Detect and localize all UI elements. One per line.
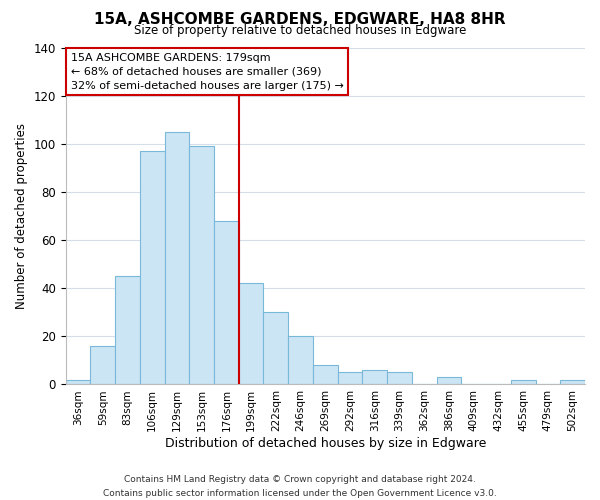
Bar bbox=[560, 380, 585, 384]
Bar bbox=[239, 284, 263, 384]
Bar bbox=[288, 336, 313, 384]
Bar bbox=[511, 380, 536, 384]
Bar bbox=[115, 276, 140, 384]
Bar bbox=[437, 377, 461, 384]
Bar bbox=[338, 372, 362, 384]
Bar bbox=[362, 370, 387, 384]
Y-axis label: Number of detached properties: Number of detached properties bbox=[15, 123, 28, 309]
Text: 15A ASHCOMBE GARDENS: 179sqm
← 68% of detached houses are smaller (369)
32% of s: 15A ASHCOMBE GARDENS: 179sqm ← 68% of de… bbox=[71, 52, 344, 90]
Text: Contains HM Land Registry data © Crown copyright and database right 2024.
Contai: Contains HM Land Registry data © Crown c… bbox=[103, 476, 497, 498]
Text: Size of property relative to detached houses in Edgware: Size of property relative to detached ho… bbox=[134, 24, 466, 37]
Text: 15A, ASHCOMBE GARDENS, EDGWARE, HA8 8HR: 15A, ASHCOMBE GARDENS, EDGWARE, HA8 8HR bbox=[94, 12, 506, 28]
Bar bbox=[387, 372, 412, 384]
Bar bbox=[263, 312, 288, 384]
Bar bbox=[313, 365, 338, 384]
Bar bbox=[91, 346, 115, 385]
Bar bbox=[214, 221, 239, 384]
X-axis label: Distribution of detached houses by size in Edgware: Distribution of detached houses by size … bbox=[164, 437, 486, 450]
Bar bbox=[164, 132, 190, 384]
Bar bbox=[65, 380, 91, 384]
Bar bbox=[140, 151, 164, 384]
Bar bbox=[190, 146, 214, 384]
